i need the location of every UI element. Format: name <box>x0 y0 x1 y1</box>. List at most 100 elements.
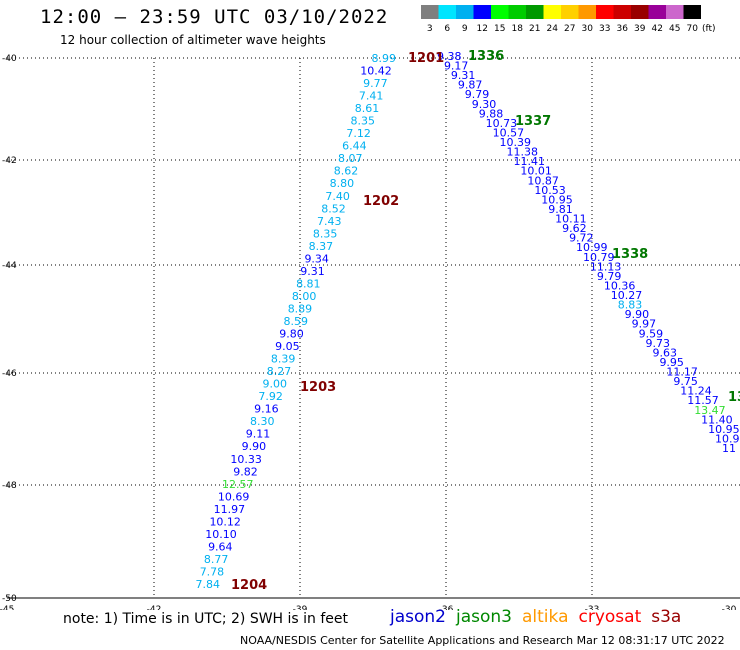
swh-value: 8.37 <box>309 240 334 253</box>
swh-value: 11.24 <box>680 385 712 398</box>
swh-value: 10.95 <box>708 423 740 436</box>
color-scale: 3 6 9 12 15 18 21 24 27 30 33 36 39 42 45 70 (ft) <box>421 5 716 34</box>
scale-label-30: 30 <box>582 24 594 34</box>
swh-value: 9.90 <box>625 308 650 321</box>
swh-value: 11.17 <box>666 366 698 379</box>
satellite-legend: jason2 jason3 altika cryosat s3a <box>390 607 691 627</box>
swh-value: 10.57 <box>493 126 525 139</box>
swh-value: 10.42 <box>360 65 392 78</box>
lat-label: -48 <box>2 481 17 491</box>
scale-label-12: 12 <box>477 24 488 34</box>
swh-value: 9.11 <box>246 428 271 441</box>
swh-value: 8.35 <box>351 115 376 128</box>
swh-value: 9.64 <box>208 540 233 553</box>
swh-value: 10.10 <box>205 528 237 541</box>
swh-value: 7.41 <box>359 90 384 103</box>
legend-jason2: jason2 <box>390 607 446 627</box>
scale-swatch-9 <box>456 5 474 19</box>
axis-labels: -45 -42 -39 -36 -33 -30 -40 -42 -44 -46 -48 -50 <box>0 54 737 610</box>
swh-value: 8.61 <box>355 102 380 115</box>
time-label: 1203 <box>300 380 336 395</box>
swh-value: 8.30 <box>250 415 275 428</box>
swh-value: 9.79 <box>465 88 490 101</box>
swh-value: 11.40 <box>701 413 733 426</box>
footer-note: note: 1) Time is in UTC; 2) SWH is in fe… <box>63 611 349 627</box>
scale-label-21: 21 <box>529 24 540 34</box>
swh-value: 11.38 <box>507 146 539 159</box>
swh-value: 11.97 <box>214 503 246 516</box>
swh-value: 9.59 <box>639 327 664 340</box>
swh-value: 8.89 <box>288 302 313 315</box>
swh-value: 9.87 <box>458 79 483 92</box>
swh-value: 13.47 <box>694 404 726 417</box>
swh-value: 9.34 <box>304 252 329 265</box>
scale-swatch-70 <box>683 5 701 19</box>
lon-label: -33 <box>585 605 600 610</box>
scale-label-42: 42 <box>652 24 663 34</box>
lon-label: -36 <box>439 605 454 610</box>
scale-swatch-6 <box>438 5 456 19</box>
swh-value: 11.41 <box>513 155 545 168</box>
swh-value: 9.31 <box>451 69 476 82</box>
scale-label-18: 18 <box>512 24 524 34</box>
scale-unit: (ft) <box>702 24 716 34</box>
scale-swatch-21 <box>526 5 544 19</box>
scale-swatch-3 <box>421 5 439 19</box>
scale-swatch-30 <box>578 5 596 19</box>
swh-value: 9.88 <box>479 107 504 120</box>
scale-label-6: 6 <box>444 24 450 34</box>
swh-value: 8.99 <box>372 52 397 65</box>
time-label: 1338 <box>612 247 648 262</box>
swh-value: 7.40 <box>325 190 350 203</box>
time-label: 1337 <box>515 114 551 129</box>
swh-value: 8.00 <box>292 290 317 303</box>
swh-value: 9.97 <box>632 318 657 331</box>
swh-value: 8.77 <box>204 553 229 566</box>
swh-value: 7.12 <box>346 127 371 140</box>
swh-value: 9.38 <box>437 50 462 63</box>
scale-swatch-27 <box>561 5 579 19</box>
swh-value: 9.63 <box>652 346 677 359</box>
scale-label-45: 45 <box>669 24 680 34</box>
wave-height-map: -45 -42 -39 -36 -33 -30 -40 -42 -44 -46 -48 -50 8.9… <box>0 49 740 610</box>
lon-label: -45 <box>0 605 14 610</box>
swh-value: 7.78 <box>200 565 225 578</box>
scale-swatch-24 <box>543 5 561 19</box>
swh-value: 11.57 <box>687 394 719 407</box>
swh-value: 7.43 <box>317 215 342 228</box>
legend-jason3: jason3 <box>456 607 512 627</box>
swh-value: 12.57 <box>222 478 254 491</box>
scale-swatch-12 <box>473 5 491 19</box>
scale-swatch-15 <box>491 5 509 19</box>
swh-value: 6.44 <box>342 140 367 153</box>
lat-label: -40 <box>2 54 17 64</box>
lat-label: -46 <box>2 369 17 379</box>
scale-swatch-33 <box>596 5 614 19</box>
scale-label-33: 33 <box>599 24 610 34</box>
scale-swatch-42 <box>648 5 666 19</box>
map-subtitle: 12 hour collection of altimeter wave hei… <box>60 33 326 47</box>
swh-value: 10.27 <box>611 289 643 302</box>
swh-value: 10.39 <box>500 136 532 149</box>
swh-value: 9.72 <box>569 232 594 245</box>
swh-value: 8.27 <box>267 365 292 378</box>
scale-swatch-39 <box>631 5 649 19</box>
swh-value: 9.75 <box>673 375 698 388</box>
swh-value: 9.05 <box>275 340 300 353</box>
time-label: 1336 <box>468 49 504 64</box>
legend-cryosat: cryosat <box>578 607 642 627</box>
time-label: 1204 <box>231 578 267 593</box>
swh-value: 7.84 <box>196 578 221 591</box>
scale-label-27: 27 <box>564 24 575 34</box>
swh-value: 7.92 <box>258 390 283 403</box>
lat-lon-grid <box>7 57 740 599</box>
swh-value: 9.16 <box>254 403 279 416</box>
map-title: 12:00 — 23:59 UTC 03/10/2022 <box>40 6 389 28</box>
swh-value: 8.35 <box>313 227 338 240</box>
scale-swatch-18 <box>508 5 526 19</box>
scale-label-70: 70 <box>687 24 699 34</box>
swh-value: 8.80 <box>330 177 355 190</box>
swh-value: 8.59 <box>284 315 309 328</box>
swh-value: 10.9 <box>715 432 740 445</box>
swh-value: 10.69 <box>218 490 250 503</box>
